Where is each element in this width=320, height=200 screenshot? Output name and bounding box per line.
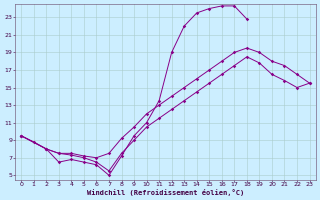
X-axis label: Windchill (Refroidissement éolien,°C): Windchill (Refroidissement éolien,°C) xyxy=(87,189,244,196)
